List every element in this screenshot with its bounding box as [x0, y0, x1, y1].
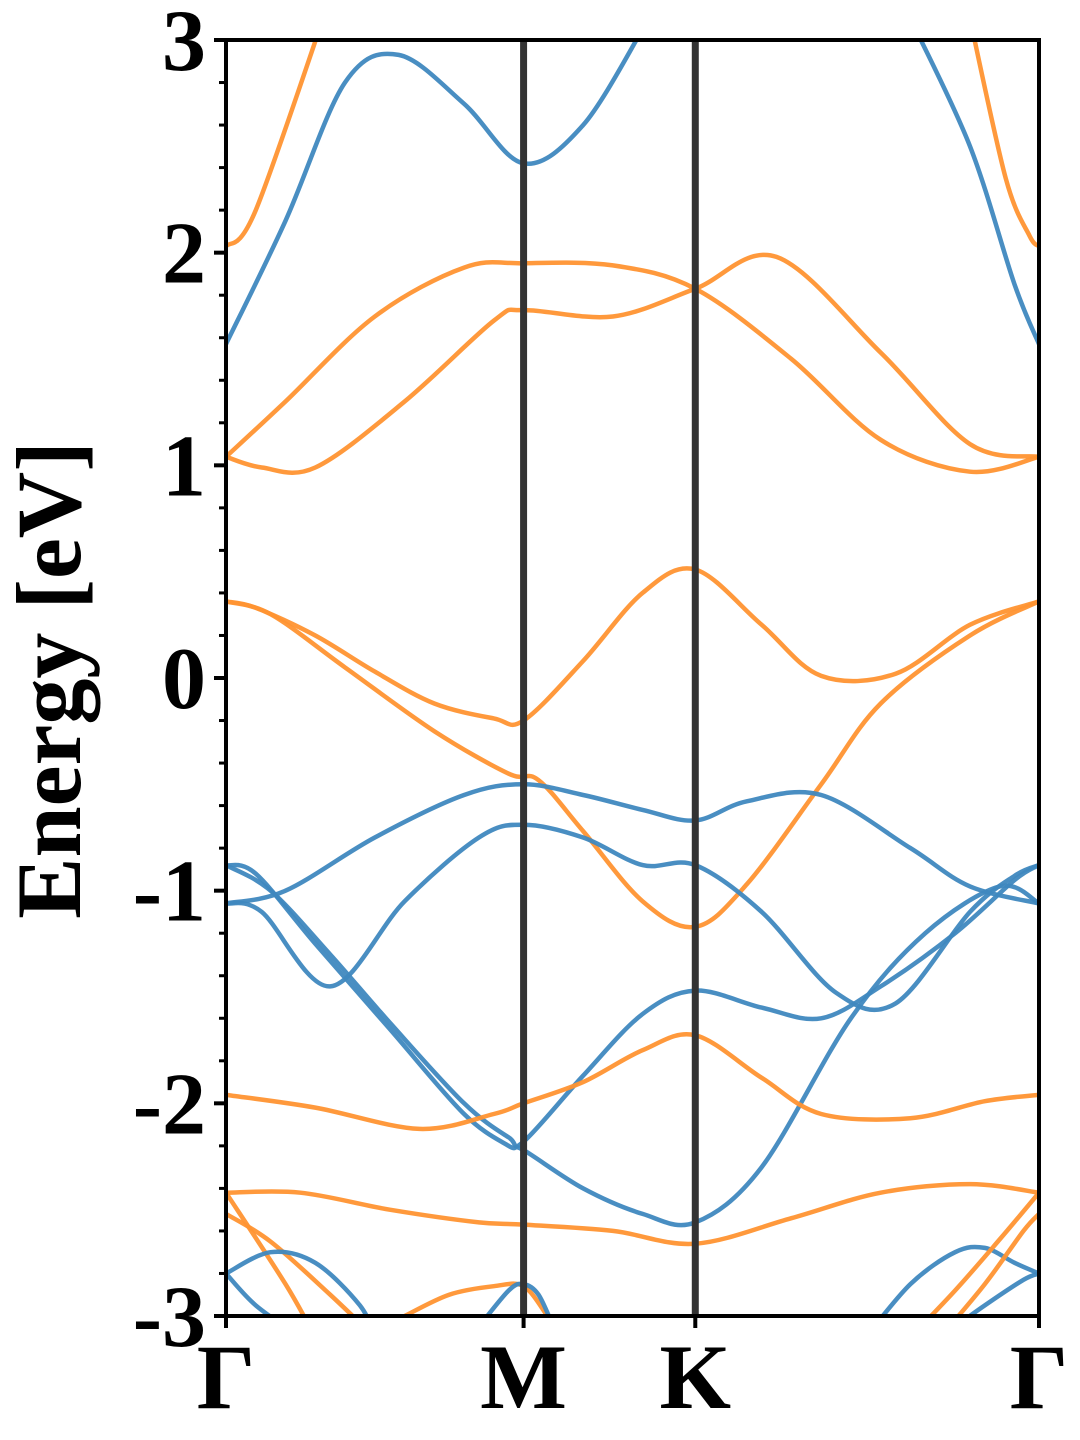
band-line-orange-8 — [226, 599, 1039, 930]
band-line-blue-3 — [918, 40, 1039, 347]
y-tick-label: 2 — [162, 206, 206, 303]
band-line-orange-23 — [927, 1190, 1039, 1316]
x-tick-label-k: K — [660, 1326, 732, 1428]
y-tick-label: -2 — [133, 1056, 206, 1153]
x-tick-label-gamma: Γ — [1010, 1326, 1069, 1428]
y-tick-label: -3 — [133, 1269, 206, 1366]
band-line-blue-18 — [226, 1271, 274, 1316]
band-line-orange-5 — [226, 260, 1039, 475]
y-tick-label: 1 — [162, 418, 206, 515]
y-tick-label: 3 — [162, 0, 206, 90]
y-tick-label: 0 — [162, 631, 206, 728]
y-ticks: 3 2 1 0 -1 -2 -3 — [133, 0, 226, 1366]
plot-frame — [224, 38, 1041, 1318]
band-line-blue-9 — [226, 782, 1039, 906]
band-line-orange-6 — [226, 252, 1039, 475]
band-line-orange-16 — [226, 1190, 307, 1316]
band-line-orange-13 — [226, 1032, 1039, 1132]
band-line-blue-22 — [965, 1271, 1039, 1316]
band-line-blue-12 — [226, 862, 1039, 1228]
band-line-blue-2 — [226, 40, 639, 347]
band-line-blue-17 — [226, 1249, 370, 1316]
band-line-orange-24 — [955, 1211, 1039, 1316]
x-tick-label-gamma: Γ — [197, 1326, 256, 1428]
band-line-blue-21 — [879, 1244, 1039, 1316]
band-line-blue-20 — [484, 1281, 552, 1316]
y-tick-label: -1 — [133, 844, 206, 941]
band-line-blue-11 — [226, 862, 1039, 1149]
y-axis-title: Energy [eV] — [0, 441, 100, 919]
band-line-orange-15 — [226, 1211, 356, 1316]
band-line-orange-7 — [226, 566, 1039, 728]
band-line-orange-1 — [226, 40, 319, 249]
high-symmetry-lines — [520, 40, 699, 1316]
band-line-orange-19 — [402, 1281, 550, 1316]
band-line-orange-14 — [226, 1181, 1039, 1247]
band-line-orange-4 — [972, 40, 1039, 249]
band-lines — [226, 40, 1039, 1316]
x-tick-label-m: M — [480, 1326, 567, 1428]
